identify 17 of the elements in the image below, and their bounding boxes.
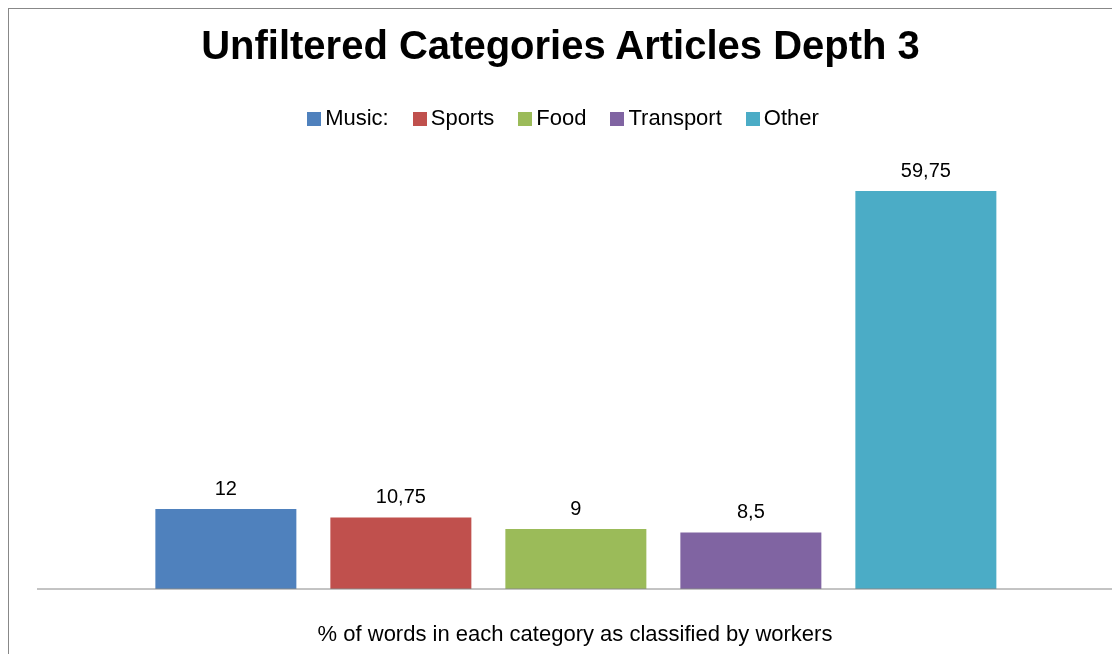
legend-label: Food bbox=[536, 105, 587, 130]
data-label: 9 bbox=[570, 497, 582, 520]
data-label: 8,5 bbox=[736, 500, 765, 523]
chart-title: Unfiltered Categories Articles Depth 3 bbox=[200, 23, 921, 68]
data-label: 59,75 bbox=[900, 159, 951, 181]
legend-label: Other bbox=[763, 105, 819, 130]
bar bbox=[855, 191, 997, 589]
bar bbox=[330, 517, 472, 589]
legend-label: Music: bbox=[325, 105, 389, 130]
data-label: 10,75 bbox=[375, 485, 426, 508]
data-label: 12 bbox=[214, 477, 237, 500]
x-axis-title: % of words in each category as classified by workers bbox=[317, 621, 833, 646]
legend-label: Transport bbox=[628, 105, 722, 130]
bar bbox=[505, 529, 647, 589]
legend-label: Sports bbox=[430, 105, 495, 130]
bar bbox=[680, 532, 822, 589]
bar bbox=[155, 509, 297, 589]
